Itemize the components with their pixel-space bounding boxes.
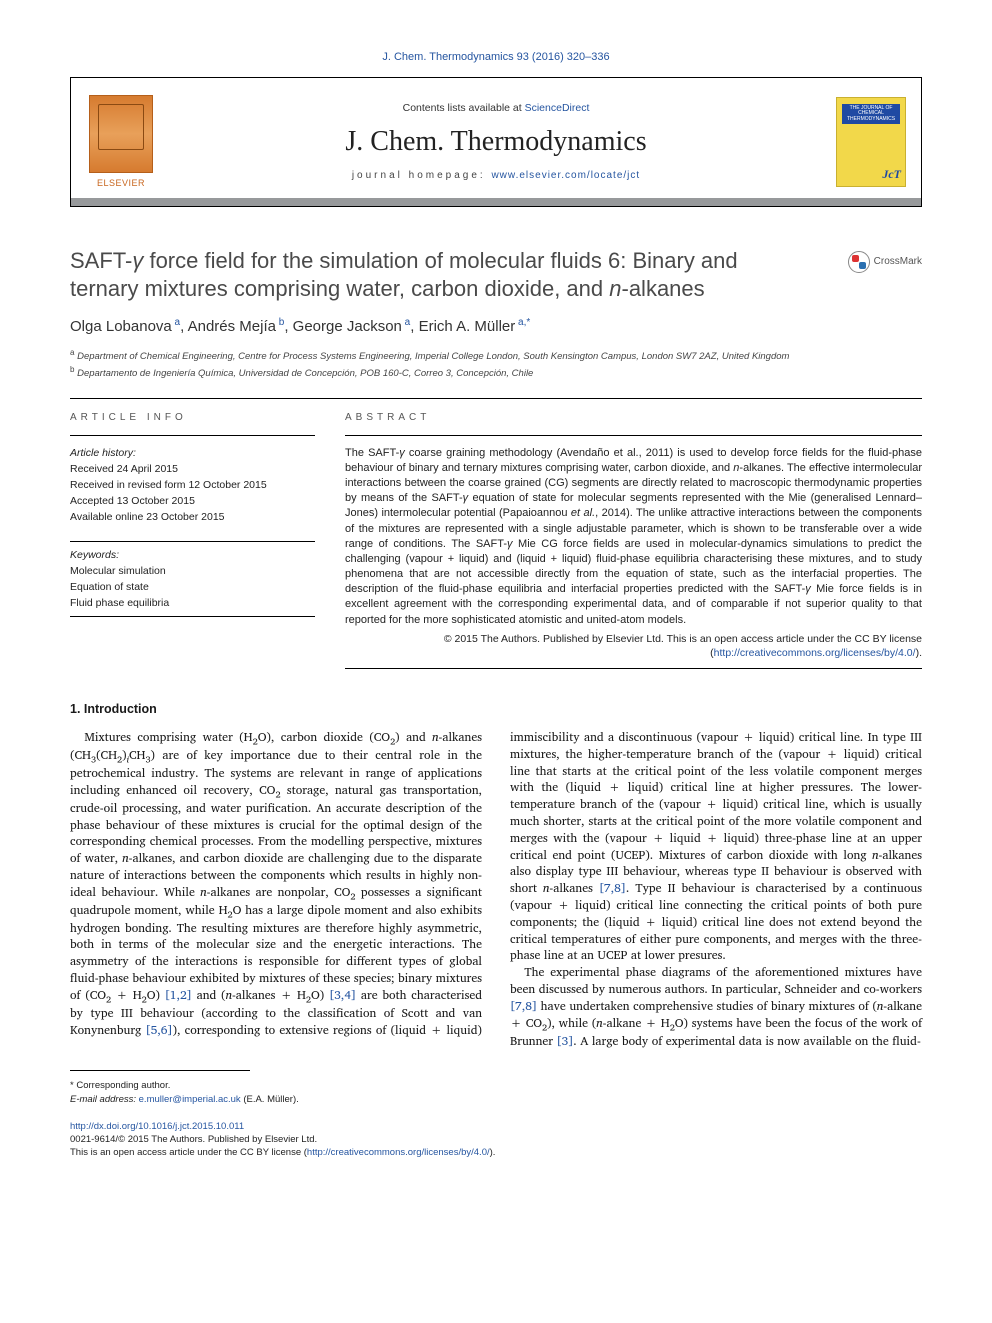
abstract-head: ABSTRACT <box>345 411 922 425</box>
affiliations: a Department of Chemical Engineering, Ce… <box>70 347 922 380</box>
header-center: Contents lists available at ScienceDirec… <box>171 78 821 206</box>
abstract-bottom-rule <box>345 668 922 669</box>
doi-link[interactable]: http://dx.doi.org/10.1016/j.jct.2015.10.… <box>70 1121 244 1132</box>
publisher-logo-cell: ELSEVIER <box>71 78 171 206</box>
homepage-line: journal homepage: www.elsevier.com/locat… <box>352 169 640 183</box>
crossmark-badge[interactable]: CrossMark <box>848 251 922 273</box>
journal-reference-line: J. Chem. Thermodynamics 93 (2016) 320–33… <box>70 50 922 65</box>
history-line: Accepted 13 October 2015 <box>70 494 315 508</box>
license-suffix: ). <box>490 1147 496 1158</box>
email-label: E-mail address: <box>70 1094 136 1105</box>
journal-header: ELSEVIER Contents lists available at Sci… <box>70 77 922 207</box>
abstract-column: ABSTRACT The SAFT-γ coarse graining meth… <box>345 411 922 669</box>
journal-cover-cell: THE JOURNAL OF CHEMICAL THERMODYNAMICS J… <box>821 78 921 206</box>
page-footer: http://dx.doi.org/10.1016/j.jct.2015.10.… <box>70 1120 922 1160</box>
elsevier-label: ELSEVIER <box>97 177 145 189</box>
email-who: (E.A. Müller). <box>243 1094 298 1105</box>
keywords-label: Keywords: <box>70 548 315 562</box>
elsevier-tree-icon <box>89 95 153 173</box>
corr-label: Corresponding author. <box>76 1080 170 1091</box>
abstract-copyright: © 2015 The Authors. Published by Elsevie… <box>345 632 922 660</box>
cover-mark: JcT <box>882 166 901 182</box>
contents-prefix: Contents lists available at <box>403 102 525 114</box>
footer-cc-link[interactable]: http://creativecommons.org/licenses/by/4… <box>307 1147 490 1158</box>
paper-title: SAFT-γ force field for the simulation of… <box>70 247 810 304</box>
keyword: Molecular simulation <box>70 564 315 578</box>
corresponding-author: * Corresponding author. E-mail address: … <box>70 1079 922 1106</box>
crossmark-label: CrossMark <box>874 255 922 269</box>
kw-rule <box>70 541 315 542</box>
sciencedirect-link[interactable]: ScienceDirect <box>525 102 590 114</box>
body-columns: Mixtures comprising water (H2O), carbon … <box>70 730 922 1050</box>
contents-line: Contents lists available at ScienceDirec… <box>403 101 590 115</box>
homepage-link[interactable]: www.elsevier.com/locate/jct <box>491 170 640 181</box>
section-divider <box>70 398 922 399</box>
section-heading: 1. Introduction <box>70 701 922 718</box>
affiliation-b: b Departamento de Ingeniería Química, Un… <box>70 364 922 380</box>
cover-title: THE JOURNAL OF CHEMICAL THERMODYNAMICS <box>842 104 900 125</box>
copyright-suffix: ). <box>916 647 922 659</box>
journal-cover-icon: THE JOURNAL OF CHEMICAL THERMODYNAMICS J… <box>836 97 906 187</box>
issn-line: 0021-9614/© 2015 The Authors. Published … <box>70 1134 317 1145</box>
footnote-rule <box>70 1070 250 1071</box>
corr-star: * <box>70 1080 74 1091</box>
homepage-prefix: journal homepage: <box>352 170 492 181</box>
affiliation-a: a Department of Chemical Engineering, Ce… <box>70 347 922 363</box>
cc-by-link[interactable]: http://creativecommons.org/licenses/by/4… <box>714 647 916 659</box>
license-prefix: This is an open access article under the… <box>70 1147 307 1158</box>
keyword: Fluid phase equilibria <box>70 596 315 610</box>
journal-name: J. Chem. Thermodynamics <box>345 123 646 161</box>
keyword: Equation of state <box>70 580 315 594</box>
intro-p2: The experimental phase diagrams of the a… <box>510 965 922 1050</box>
author-list: Olga Lobanova a, Andrés Mejía b, George … <box>70 316 922 337</box>
history-label: Article history: <box>70 446 315 460</box>
history-line: Received in revised form 12 October 2015 <box>70 478 315 492</box>
corr-email-link[interactable]: e.muller@imperial.ac.uk <box>139 1094 241 1105</box>
crossmark-icon <box>848 251 870 273</box>
article-info-head: ARTICLE INFO <box>70 411 315 425</box>
kw-rule <box>70 616 315 617</box>
article-info-column: ARTICLE INFO Article history: Received 2… <box>70 411 315 669</box>
history-line: Available online 23 October 2015 <box>70 510 315 524</box>
abstract-body: The SAFT-γ coarse graining methodology (… <box>345 446 922 628</box>
header-underline <box>71 198 921 206</box>
history-line: Received 24 April 2015 <box>70 462 315 476</box>
